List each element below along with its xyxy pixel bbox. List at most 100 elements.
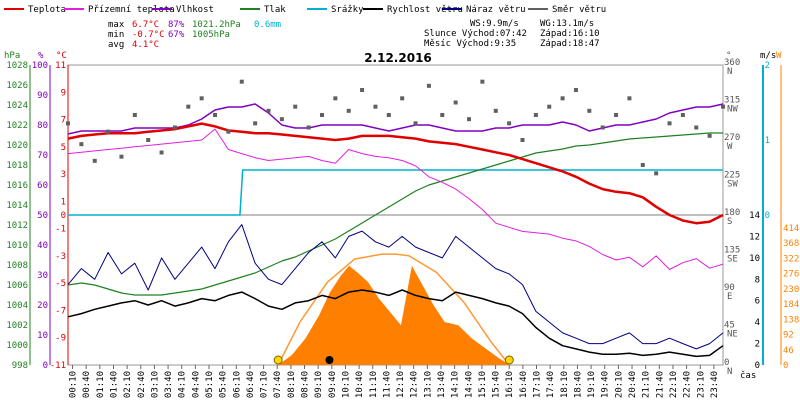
x-tick-label: 08:10	[287, 371, 297, 398]
legend-label: Směr větru	[552, 5, 606, 15]
stat-avg-temp: 4.1°C	[132, 40, 159, 50]
pct-tick-label: 80	[37, 121, 48, 131]
x-tick-label: 01:40	[109, 371, 119, 398]
ms-tick-label: 0	[755, 361, 760, 371]
x-tick-label: 10:40	[355, 371, 365, 398]
x-tick-label: 13:40	[437, 371, 447, 398]
dir-tick-label: 180	[724, 208, 740, 218]
dir-compass-label: S	[727, 217, 732, 227]
wm2-tick-label: 414	[783, 224, 799, 234]
degc-tick-label: 1	[61, 197, 66, 207]
stat-max-label: max	[108, 20, 125, 30]
x-tick-label: 05:40	[219, 371, 229, 398]
wind-dir-point	[453, 100, 458, 105]
dir-tick-label: 360	[724, 58, 740, 68]
x-tick-label: 23:40	[710, 371, 720, 398]
wind-dir-point	[654, 171, 659, 176]
x-tick-label: 01:10	[96, 371, 106, 398]
wind-dir-point	[199, 96, 204, 101]
wind-speed-line	[67, 289, 724, 358]
legend-label: Srážky	[331, 5, 364, 15]
wind-dir-point	[547, 104, 552, 109]
hpa-tick-label: 1002	[6, 321, 28, 331]
dir-compass-label: W	[727, 142, 733, 152]
x-tick-label: 06:10	[232, 371, 242, 398]
dir-tick-label: 90	[724, 283, 735, 293]
wind-dir-point	[132, 113, 137, 117]
pct-tick-label: 100	[32, 61, 48, 71]
dir-tick-label: 45	[724, 321, 735, 331]
stat-avg-label: avg	[108, 40, 124, 50]
wind-dir-point	[239, 79, 244, 84]
stat-min-temp: -0.7°C	[132, 30, 165, 40]
hpa-tick-label: 1022	[6, 121, 28, 131]
x-tick-label: 04:40	[191, 371, 201, 398]
x-tick-label: 09:40	[328, 371, 338, 398]
pressure-line	[67, 132, 723, 296]
wm2-tick-label: 276	[783, 270, 799, 280]
wind-dir-point	[373, 104, 378, 109]
x-tick-label: 14:40	[464, 371, 474, 398]
x-tick-label: 12:10	[396, 371, 406, 398]
moonrise-marker	[325, 356, 334, 364]
stats-box: max 6.7°C 87% 1021.2hPa 0.6mm min -0.7°C…	[108, 19, 600, 50]
wind-dir-point	[640, 163, 645, 167]
wind-dir-point	[293, 104, 298, 109]
x-tick-label: 09:10	[314, 371, 324, 398]
x-tick-label: 11:40	[382, 371, 392, 398]
degc-axis-label: °C	[56, 51, 67, 61]
wind-dir-point	[386, 113, 391, 117]
stat-max-rain: 0.6mm	[254, 20, 281, 30]
degc-tick-label: -3	[55, 252, 66, 262]
pct-tick-label: 20	[37, 301, 48, 311]
mm-tick-label: 2	[765, 61, 770, 71]
wind-dir-point	[480, 79, 485, 84]
x-tick-label: 03:40	[164, 371, 174, 398]
x-tick-label: 17:10	[533, 371, 543, 398]
x-tick-label: 07:40	[273, 371, 283, 398]
dir-compass-label: N	[727, 367, 732, 377]
sunset-marker	[504, 355, 514, 365]
ms-axis-label: m/s	[760, 51, 776, 61]
legend-label: Teplota	[28, 5, 66, 15]
wm2-tick-label: 138	[783, 315, 799, 325]
stat-sun-rise: Slunce Východ:07:42	[424, 29, 527, 39]
stat-moon-rise: Měsíc Východ:9:35	[424, 39, 516, 49]
x-tick-label: 10:10	[341, 371, 351, 398]
mm-tick-label: 1	[765, 136, 770, 146]
wind-dir-point	[694, 125, 699, 130]
degc-tick-label: -9	[55, 334, 66, 344]
dir-tick-label: 315	[724, 96, 740, 106]
x-tick-label: 11:10	[369, 371, 379, 398]
pct-tick-label: 40	[37, 241, 48, 251]
chart-title: 2.12.2016	[364, 51, 432, 65]
wind-dir-point	[266, 108, 271, 113]
pct-tick-label: 90	[37, 91, 48, 101]
x-tick-label: 19:40	[601, 371, 611, 398]
legend-label: Tlak	[264, 5, 286, 15]
solar-radiation-area	[68, 265, 723, 365]
wind-dir-point	[533, 113, 538, 117]
stat-ws: WS:9.9m/s	[470, 19, 519, 29]
hpa-tick-label: 1018	[6, 161, 28, 171]
wm2-tick-label: 0	[783, 361, 788, 371]
legend-label: Rychlost větru	[387, 5, 463, 15]
x-tick-label: 15:40	[492, 371, 502, 398]
wind-dir-point	[79, 142, 84, 147]
wind-dir-point	[507, 121, 512, 126]
x-tick-label: 18:40	[573, 371, 583, 398]
wind-dir-point	[413, 121, 418, 126]
x-tick-label: 12:40	[410, 371, 420, 398]
hpa-tick-label: 1016	[6, 181, 28, 191]
x-tick-label: 20:10	[614, 371, 624, 398]
wm2-tick-label: 368	[783, 239, 799, 249]
stat-min-hum: 67%	[168, 30, 185, 40]
wm2-tick-label: 92	[783, 331, 794, 341]
degc-tick-label: 9	[61, 88, 66, 98]
legend-label: Vlhkost	[176, 5, 214, 15]
wind-dir-point	[560, 96, 565, 101]
legend-area: Teplota Přízemní teplota Vlhkost Tlak Srážky…	[4, 5, 606, 15]
degc-tick-label: -11	[50, 361, 66, 371]
pct-tick-label: 10	[37, 331, 48, 341]
